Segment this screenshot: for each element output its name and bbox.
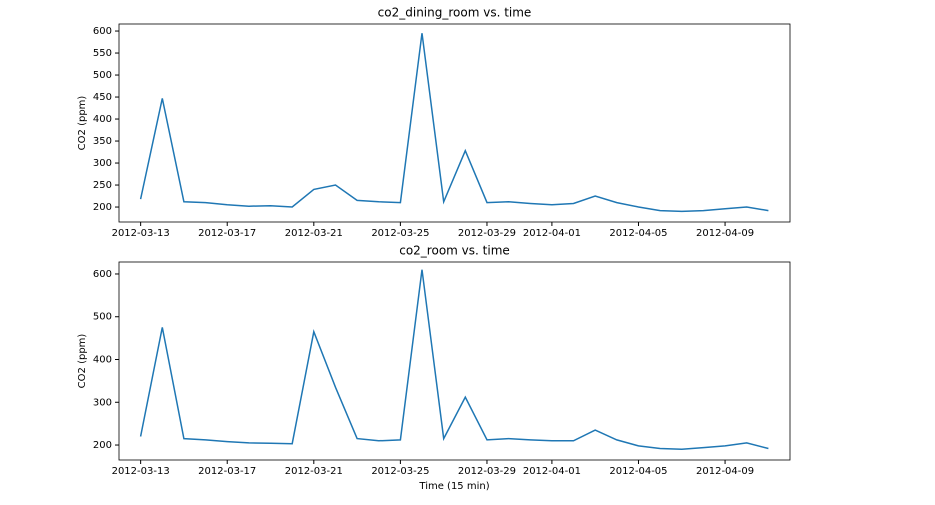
x-tick-label: 2012-03-21 [285, 466, 343, 477]
x-tick-label: 2012-04-01 [523, 466, 581, 477]
x-tick-label: 2012-04-05 [609, 228, 667, 239]
x-tick-label: 2012-03-13 [112, 228, 170, 239]
x-axis-label: Time (15 min) [418, 481, 489, 492]
chart-title: co2_dining_room vs. time [378, 6, 532, 20]
axes-frame [118, 23, 791, 223]
x-tick-label: 2012-03-13 [112, 466, 170, 477]
x-tick-label: 2012-03-25 [371, 228, 429, 239]
x-tick-label: 2012-03-17 [198, 228, 256, 239]
x-tick-label: 2012-03-21 [285, 228, 343, 239]
x-tick-label: 2012-03-29 [458, 466, 516, 477]
y-tick-label: 550 [93, 48, 112, 59]
x-tick-label: 2012-04-09 [696, 466, 754, 477]
x-tick-label: 2012-03-17 [198, 466, 256, 477]
x-tick-label: 2012-03-29 [458, 228, 516, 239]
y-tick-label: 500 [93, 70, 112, 81]
y-tick-label: 400 [93, 114, 112, 125]
y-tick-label: 500 [93, 312, 112, 323]
x-tick-label: 2012-04-09 [696, 228, 754, 239]
axes-frame [118, 261, 791, 461]
y-tick-label: 400 [93, 355, 112, 366]
y-tick-label: 200 [93, 202, 112, 213]
y-axis-label: CO2 (ppm) [77, 334, 88, 389]
y-tick-label: 600 [93, 26, 112, 37]
y-axis-label: CO2 (ppm) [77, 96, 88, 151]
x-tick-label: 2012-04-01 [523, 228, 581, 239]
x-tick-label: 2012-03-25 [371, 466, 429, 477]
y-tick-label: 450 [93, 92, 112, 103]
y-tick-label: 300 [93, 158, 112, 169]
data-line [139, 269, 769, 451]
x-tick-label: 2012-04-05 [609, 466, 667, 477]
y-tick-label: 300 [93, 397, 112, 408]
y-tick-label: 250 [93, 180, 112, 191]
y-tick-label: 200 [93, 440, 112, 451]
data-line [139, 33, 769, 213]
chart-title: co2_room vs. time [399, 244, 510, 258]
y-tick-label: 350 [93, 136, 112, 147]
y-tick-label: 600 [93, 269, 112, 280]
